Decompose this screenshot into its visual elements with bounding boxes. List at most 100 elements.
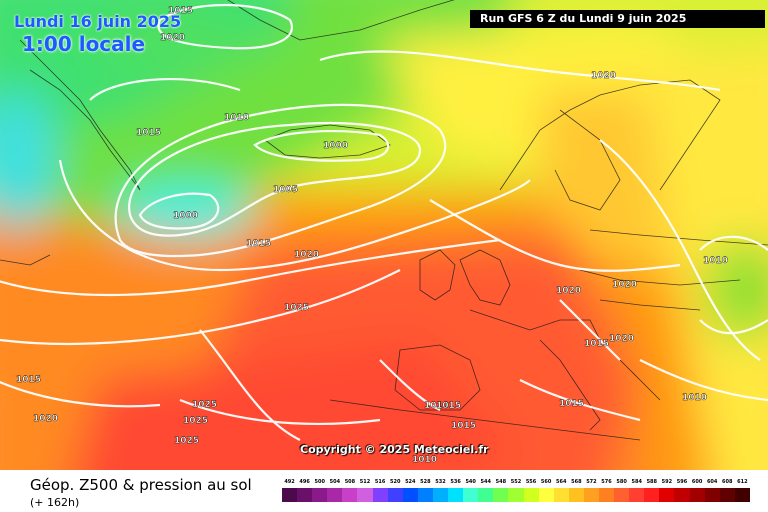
isobar-label: 1010 <box>682 393 707 403</box>
legend-swatch <box>508 488 524 502</box>
isobar-label: 1015 <box>16 375 41 385</box>
legend-swatch <box>342 488 358 502</box>
legend-value: 592 <box>661 479 673 485</box>
legend-swatch <box>417 488 433 502</box>
isobar-label: 1020 <box>33 414 58 424</box>
isobar-label: 1015 <box>559 399 584 409</box>
legend-swatch <box>312 488 328 502</box>
legend-swatch <box>583 488 599 502</box>
map-canvas: 1015 1020 1015 1010 1000 1005 1000 1015 … <box>0 0 768 470</box>
footer: Géop. Z500 & pression au sol (+ 162h) 49… <box>0 470 768 512</box>
legend-value: 584 <box>631 479 642 485</box>
legend-value: 492 <box>284 479 295 485</box>
isobar-label: 1015 <box>436 401 461 411</box>
legend-value: 544 <box>480 479 491 485</box>
legend-value: 612 <box>737 479 748 485</box>
legend-labels: 492 496 500 504 508 512 516 520 524 528 532 536 540 5… <box>282 479 750 486</box>
legend-swatch <box>372 488 388 502</box>
color-legend: 492 496 500 504 508 512 516 520 524 528 532 536 540 5… <box>282 479 750 502</box>
isobar-label: 1010 <box>224 113 249 123</box>
isobar-label: 1020 <box>294 250 319 260</box>
forecast-date: Lundi 16 juin 2025 <box>14 12 182 31</box>
legend-swatch <box>523 488 539 502</box>
legend-swatch <box>448 488 464 502</box>
legend-swatch <box>432 488 449 502</box>
legend-swatch <box>659 488 675 502</box>
legend-value: 532 <box>435 479 446 485</box>
legend-swatch <box>644 488 660 502</box>
legend-value: 504 <box>329 479 341 485</box>
geopotential-field <box>0 0 768 470</box>
isobar-label: 1025 <box>174 436 199 446</box>
legend-value: 508 <box>344 479 356 485</box>
isobar-label: 1025 <box>183 416 208 426</box>
isobar-label: 1020 <box>612 280 637 290</box>
copyright: Copyright © 2025 Meteociel.fr <box>300 443 489 456</box>
isobar-label: 1025 <box>284 303 309 313</box>
legend-value: 600 <box>691 479 703 485</box>
legend-value: 520 <box>389 479 401 485</box>
legend-swatch <box>402 488 418 502</box>
legend-swatch <box>538 488 554 502</box>
forecast-time: 1:00 locale <box>22 32 146 56</box>
isobar-label: 1020 <box>609 334 634 344</box>
legend-value: 524 <box>405 479 416 485</box>
legend-value: 512 <box>359 479 371 485</box>
product-title: Géop. Z500 & pression au sol <box>30 476 252 494</box>
legend-value: 496 <box>299 479 310 485</box>
legend-value: 556 <box>525 479 537 485</box>
isobar-label: 1005 <box>273 185 298 195</box>
isobar-label: 1010 <box>703 256 728 266</box>
legend-value: 552 <box>510 479 522 485</box>
legend-value: 608 <box>722 479 733 485</box>
legend-value: 580 <box>616 479 627 485</box>
legend-swatch <box>387 488 403 502</box>
legend-swatch <box>568 488 584 502</box>
legend-value: 576 <box>601 479 612 485</box>
legend-value: 548 <box>495 479 507 485</box>
legend-swatch <box>598 488 615 502</box>
isobar-label: 1015 <box>451 421 476 431</box>
legend-swatch <box>719 488 735 502</box>
legend-swatch <box>282 488 298 502</box>
legend-swatch <box>357 488 373 502</box>
legend-swatch <box>734 488 750 502</box>
legend-value: 572 <box>586 479 597 485</box>
isobar-label: 1015 <box>584 339 609 349</box>
isobar-label: 1015 <box>136 128 161 138</box>
legend-value: 568 <box>571 479 582 485</box>
legend-value: 564 <box>556 479 567 485</box>
legend-value: 500 <box>314 479 325 485</box>
isobar-label: 1000 <box>173 211 198 221</box>
legend-value: 596 <box>676 479 688 485</box>
legend-swatch <box>553 488 569 502</box>
legend-value: 516 <box>374 479 386 485</box>
legend-swatch <box>478 488 494 502</box>
legend-value: 604 <box>706 479 718 485</box>
legend-swatch <box>704 488 720 502</box>
isobar-label: 1020 <box>556 286 581 296</box>
legend-bar <box>282 488 750 502</box>
isobar-labels: 1015 1020 1015 1010 1000 1005 1000 1015 … <box>16 6 728 465</box>
isobar-label: 1020 <box>591 71 616 81</box>
isobar-label: 1010 <box>412 455 437 465</box>
legend-swatch <box>689 488 705 502</box>
legend-swatch <box>327 488 343 502</box>
legend-value: 528 <box>420 479 431 485</box>
legend-value: 540 <box>465 479 476 485</box>
isobars <box>0 3 768 441</box>
forecast-map: 1015 1020 1015 1010 1000 1005 1000 1015 … <box>0 0 768 470</box>
legend-swatch <box>493 488 509 502</box>
legend-value: 536 <box>450 479 461 485</box>
legend-swatch <box>629 488 645 502</box>
coastlines <box>0 0 768 441</box>
run-label: Run GFS 6 Z du Lundi 9 juin 2025 <box>470 10 765 28</box>
lead-time: (+ 162h) <box>30 496 80 509</box>
legend-swatch <box>297 488 313 502</box>
isobar-label: 1000 <box>323 141 348 151</box>
legend-swatch <box>463 488 479 502</box>
isobar-label: 1015 <box>168 6 193 16</box>
legend-swatch <box>614 488 630 502</box>
legend-value: 560 <box>540 479 552 485</box>
isobar-label: 1010 <box>424 401 449 411</box>
